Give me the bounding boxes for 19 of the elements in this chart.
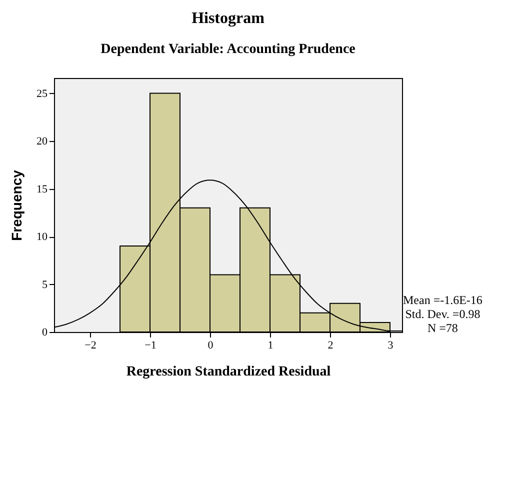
y-tick-label: 5 <box>42 278 48 291</box>
x-tick-label: 3 <box>388 340 394 352</box>
y-tick-label: 10 <box>36 231 48 244</box>
x-tick-label: 0 <box>208 340 214 352</box>
y-tick-label: 20 <box>36 136 48 148</box>
text: Mean =-1.6E-16 <box>403 293 482 307</box>
text: Std. Dev. =0.98 <box>404 307 482 321</box>
x-tick-label: 2 <box>328 340 334 352</box>
x-axis-title: Regression Standardized Residual <box>126 364 331 380</box>
y-tick-label: 25 <box>36 88 48 100</box>
chart-title: Histogram <box>192 10 266 27</box>
x-tick-label: −2 <box>84 340 96 352</box>
text: N =78 <box>426 321 459 335</box>
x-tick-label: 1 <box>268 340 274 352</box>
x-tick-label: −1 <box>144 340 156 352</box>
y-axis-title: Frequency <box>8 170 24 241</box>
chart-subtitle: Dependent Variable: Accounting Prudence <box>100 42 356 57</box>
y-tick-label: 15 <box>36 183 48 196</box>
y-tick-label: 0 <box>42 326 48 338</box>
